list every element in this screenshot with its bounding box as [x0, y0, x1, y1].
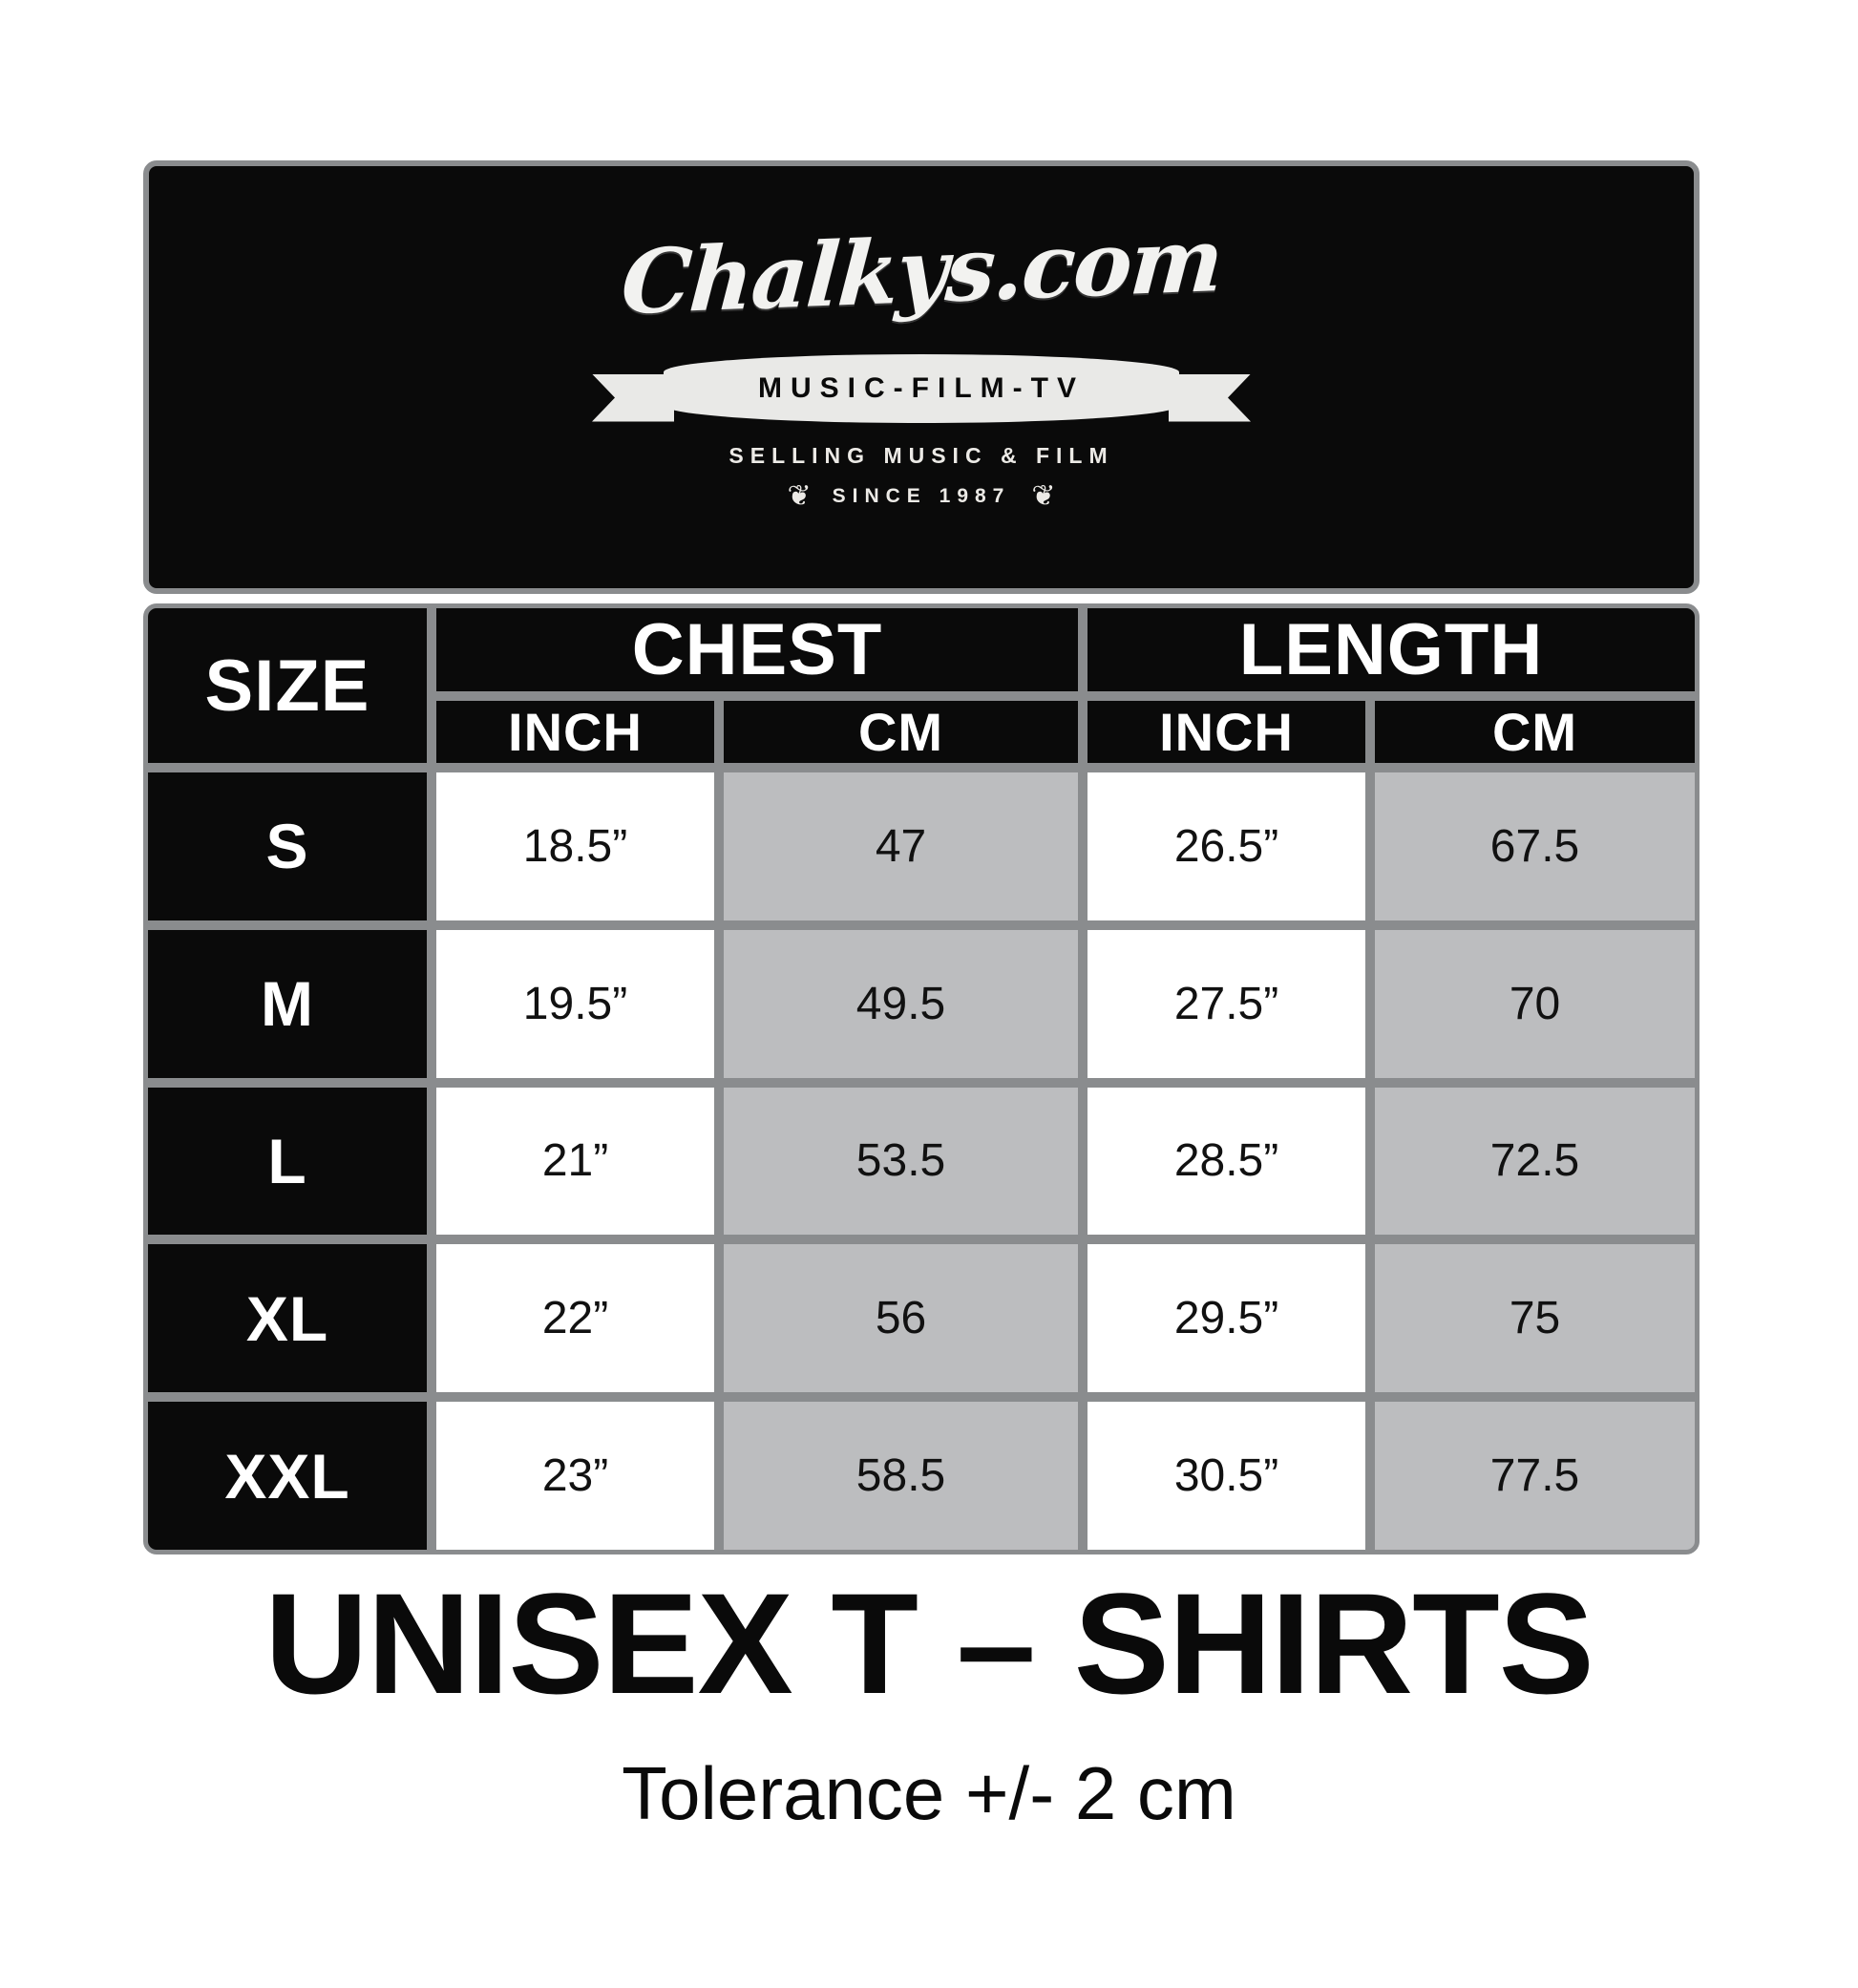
table-row: XL 22” 56 29.5” 75 — [143, 1239, 1700, 1398]
cell-length-inch: 27.5” — [1083, 924, 1371, 1083]
cell-length-cm: 72.5 — [1370, 1082, 1700, 1240]
row-size-label: XXL — [143, 1397, 432, 1554]
cell-length-cm: 70 — [1370, 924, 1700, 1083]
cell-chest-cm: 53.5 — [719, 1082, 1084, 1240]
table-header-row-units: INCH CM INCH CM — [143, 696, 1700, 768]
table-row: XXL 23” 58.5 30.5” 77.5 — [143, 1397, 1700, 1554]
row-size-label: M — [143, 924, 432, 1083]
ribbon-tail-right-icon — [1169, 374, 1251, 422]
ribbon-body: MUSIC-FILM-TV — [664, 353, 1179, 423]
since-label: SINCE 1987 — [832, 484, 1011, 507]
table-header-row-groups: SIZE CHEST LENGTH — [143, 603, 1700, 768]
cell-length-cm: 67.5 — [1370, 768, 1700, 925]
row-size-label: L — [143, 1082, 432, 1240]
column-header-chest-inch: INCH — [432, 696, 719, 768]
flourish-left-icon: ❦ — [787, 478, 812, 513]
footer-block: UNISEX T – SHIRTS Tolerance +/- 2 cm — [0, 1566, 1858, 1835]
cell-chest-cm: 49.5 — [719, 924, 1084, 1083]
column-group-header-chest: CHEST — [432, 603, 1084, 696]
brand-logo-banner: Chalkys.com MUSIC-FILM-TV SELLING MUSIC … — [143, 160, 1700, 594]
ribbon-banner-icon: MUSIC-FILM-TV — [592, 353, 1251, 424]
column-header-chest-cm: CM — [719, 696, 1084, 768]
brand-wordmark: Chalkys.com — [618, 207, 1225, 334]
ribbon-tail-left-icon — [592, 373, 674, 422]
cell-chest-inch: 19.5” — [432, 924, 719, 1083]
cell-chest-inch: 18.5” — [432, 768, 719, 925]
cell-chest-inch: 22” — [432, 1239, 719, 1398]
flourish-right-icon: ❦ — [1031, 478, 1056, 513]
cell-chest-inch: 21” — [432, 1082, 719, 1240]
column-header-size: SIZE — [143, 603, 432, 768]
table-row: L 21” 53.5 28.5” 72.5 — [143, 1082, 1700, 1240]
column-header-length-cm: CM — [1370, 696, 1700, 768]
cell-length-inch: 26.5” — [1083, 768, 1371, 925]
column-header-length-inch: INCH — [1083, 696, 1371, 768]
cell-length-inch: 28.5” — [1083, 1082, 1371, 1240]
table-row: M 19.5” 49.5 27.5” 70 — [143, 924, 1700, 1083]
cell-length-cm: 75 — [1370, 1239, 1700, 1398]
cell-length-cm: 77.5 — [1370, 1397, 1700, 1554]
row-size-label: S — [143, 768, 432, 925]
since-row: ❦ SINCE 1987 ❦ — [787, 478, 1056, 513]
table-row: S 18.5” 47 26.5” 67.5 — [143, 768, 1700, 925]
size-chart-table: SIZE CHEST LENGTH INCH CM INCH CM S 18.5… — [143, 603, 1700, 1554]
ribbon-label: MUSIC-FILM-TV — [758, 371, 1085, 404]
cell-chest-cm: 58.5 — [719, 1397, 1084, 1554]
cell-length-inch: 30.5” — [1083, 1397, 1371, 1554]
page-title: UNISEX T – SHIRTS — [264, 1563, 1594, 1724]
cell-chest-inch: 23” — [432, 1397, 719, 1554]
cell-chest-cm: 56 — [719, 1239, 1084, 1398]
brand-tagline: SELLING MUSIC & FILM — [728, 442, 1114, 468]
cell-length-inch: 29.5” — [1083, 1239, 1371, 1398]
cell-chest-cm: 47 — [719, 768, 1084, 925]
row-size-label: XL — [143, 1239, 432, 1398]
tolerance-note: Tolerance +/- 2 cm — [622, 1751, 1236, 1835]
column-group-header-length: LENGTH — [1083, 603, 1700, 696]
